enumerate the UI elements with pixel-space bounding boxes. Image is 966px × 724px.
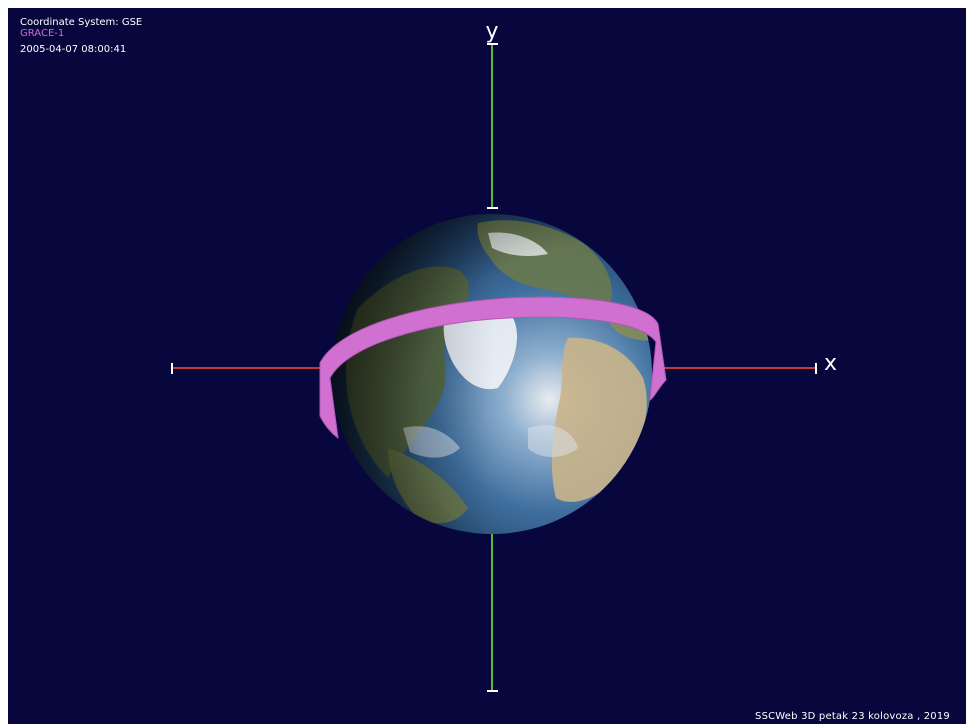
earth-globe[interactable] <box>332 214 656 534</box>
scene-3d: x y <box>171 19 837 692</box>
y-axis-label: y <box>485 19 498 44</box>
viewer-canvas[interactable]: x y <box>8 8 966 724</box>
grace-1-orbit[interactable] <box>319 296 667 440</box>
timestamp-label: 2005-04-07 08:00:41 <box>20 44 127 55</box>
footer-credit: SSCWeb 3D petak 23 kolovoza , 2019 <box>755 711 950 722</box>
coordinate-system-label: Coordinate System: GSE <box>20 17 143 28</box>
satellite-label: GRACE-1 <box>20 28 65 39</box>
x-axis-label: x <box>824 351 837 376</box>
